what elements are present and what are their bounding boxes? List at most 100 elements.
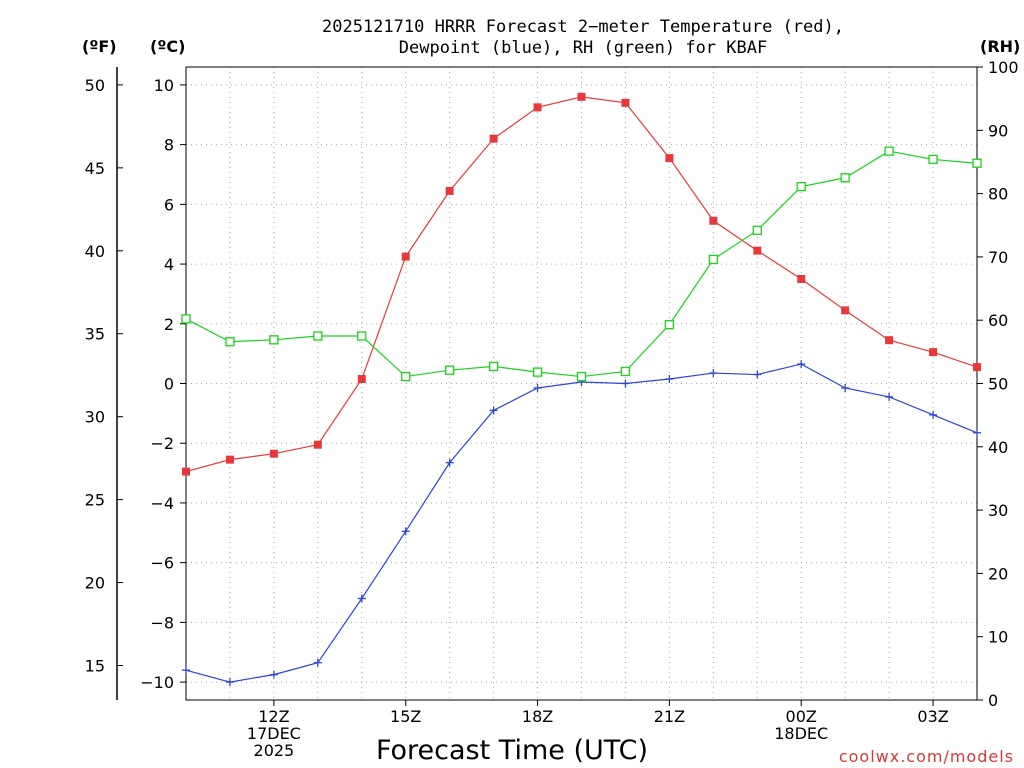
celsius-tick-label: 10	[154, 76, 174, 95]
rh-tick-label: 70	[988, 248, 1008, 267]
temperature-point	[445, 186, 454, 195]
rh-point	[181, 314, 191, 324]
chart-title-line-2: Dewpoint (blue), RH (green) for KBAF	[398, 38, 768, 58]
temperature-point	[489, 134, 498, 143]
rh-tick-label: 20	[988, 564, 1008, 583]
temperature-point	[577, 92, 586, 101]
fahrenheit-tick-label: 35	[85, 325, 105, 344]
dewpoint-point	[885, 392, 894, 401]
x-tick-label: 18Z	[522, 707, 553, 726]
dewpoint-point	[445, 458, 454, 467]
rh-point	[357, 331, 367, 341]
dewpoint-point	[401, 527, 410, 536]
celsius-tick-label: −2	[150, 434, 174, 453]
x-tick-label: 18DEC	[774, 724, 828, 743]
rh-point	[752, 225, 762, 235]
rh-point	[664, 319, 675, 330]
rh-point	[796, 181, 806, 192]
celsius-tick-label: −4	[150, 494, 174, 513]
dewpoint-line	[185, 363, 978, 683]
temperature-point	[929, 348, 938, 357]
temperature-point	[841, 306, 850, 315]
fahrenheit-tick-label: 30	[85, 408, 105, 427]
temperature-point	[973, 363, 981, 372]
dewpoint-point	[313, 658, 322, 667]
rh-point	[445, 365, 455, 375]
x-tick-label: 21Z	[654, 707, 685, 726]
rh-unit-label: (RH)	[980, 37, 1021, 56]
rh-tick-label: 60	[988, 311, 1008, 330]
celsius-tick-label: 4	[164, 255, 174, 274]
rh-point	[313, 331, 323, 341]
fahrenheit-unit-label: (ºF)	[82, 37, 117, 56]
temperature-point	[753, 246, 762, 255]
dewpoint-point	[182, 666, 190, 675]
temperature-point	[885, 336, 894, 345]
dewpoint-point	[753, 370, 762, 379]
fahrenheit-tick-label: 25	[85, 491, 105, 510]
dewpoint-point	[973, 428, 981, 437]
temperature-point	[797, 274, 806, 283]
dewpoint-point	[709, 369, 718, 378]
rh-tick-label: 40	[988, 438, 1008, 457]
temperature-point	[401, 252, 410, 261]
rh-tick-label: 50	[988, 375, 1008, 394]
fahrenheit-tick-label: 50	[85, 76, 105, 95]
fahrenheit-tick-label: 20	[85, 574, 105, 593]
dewpoint-point	[621, 379, 630, 388]
rh-point	[269, 335, 279, 345]
dewpoint-point	[489, 406, 498, 415]
dewpoint-point	[929, 410, 938, 419]
celsius-tick-label: 0	[164, 375, 174, 394]
x-tick-label: 00Z	[786, 707, 817, 726]
x-tick-label: 12Z	[258, 707, 289, 726]
celsius-tick-label: −6	[150, 554, 174, 573]
watermark: coolwx.com/models	[839, 747, 1014, 766]
rh-point	[532, 367, 543, 377]
rh-point	[401, 371, 411, 382]
fahrenheit-tick-label: 15	[85, 656, 105, 675]
rh-point	[488, 361, 499, 372]
dewpoint-point	[841, 383, 850, 392]
rh-point	[225, 337, 235, 347]
dewpoint-point	[797, 360, 806, 369]
axis-layer: 1086420−2−4−6−8−105045403530252015100908…	[85, 58, 1019, 760]
temperature-point	[709, 216, 718, 225]
dewpoint-point	[533, 383, 542, 392]
temperature-point	[182, 467, 190, 476]
series-layer	[181, 92, 982, 687]
fahrenheit-tick-label: 45	[85, 159, 105, 178]
temperature-point	[665, 154, 674, 163]
rh-point	[840, 173, 850, 183]
celsius-tick-label: 6	[164, 195, 174, 214]
dewpoint-point	[665, 375, 674, 384]
rh-tick-label: 100	[988, 58, 1019, 77]
x-tick-label: 03Z	[917, 707, 948, 726]
temperature-point	[269, 449, 278, 458]
celsius-unit-label: (ºC)	[150, 37, 186, 56]
rh-point	[928, 154, 938, 165]
temperature-point	[533, 103, 542, 112]
chart-title-line-1: 2025121710 HRRR Forecast 2−meter Tempera…	[322, 17, 844, 37]
rh-point	[972, 158, 982, 168]
temperature-point	[621, 98, 630, 107]
temperature-point	[225, 455, 234, 464]
rh-point	[620, 366, 631, 377]
dewpoint-point	[357, 594, 366, 603]
rh-point	[708, 254, 718, 265]
dewpoint-point	[225, 678, 234, 687]
rh-point	[884, 146, 894, 156]
rh-tick-label: 90	[988, 121, 1008, 140]
celsius-tick-label: 8	[164, 136, 174, 155]
rh-point	[576, 371, 587, 382]
x-axis-label: Forecast Time (UTC)	[376, 735, 648, 766]
rh-tick-label: 0	[988, 691, 998, 710]
celsius-tick-label: 2	[164, 315, 174, 334]
temperature-point	[357, 375, 366, 384]
temperature-point	[313, 440, 322, 449]
celsius-tick-label: −8	[150, 613, 174, 632]
fahrenheit-tick-label: 40	[85, 242, 105, 261]
celsius-tick-label: −10	[140, 673, 174, 692]
rh-tick-label: 30	[988, 501, 1008, 520]
